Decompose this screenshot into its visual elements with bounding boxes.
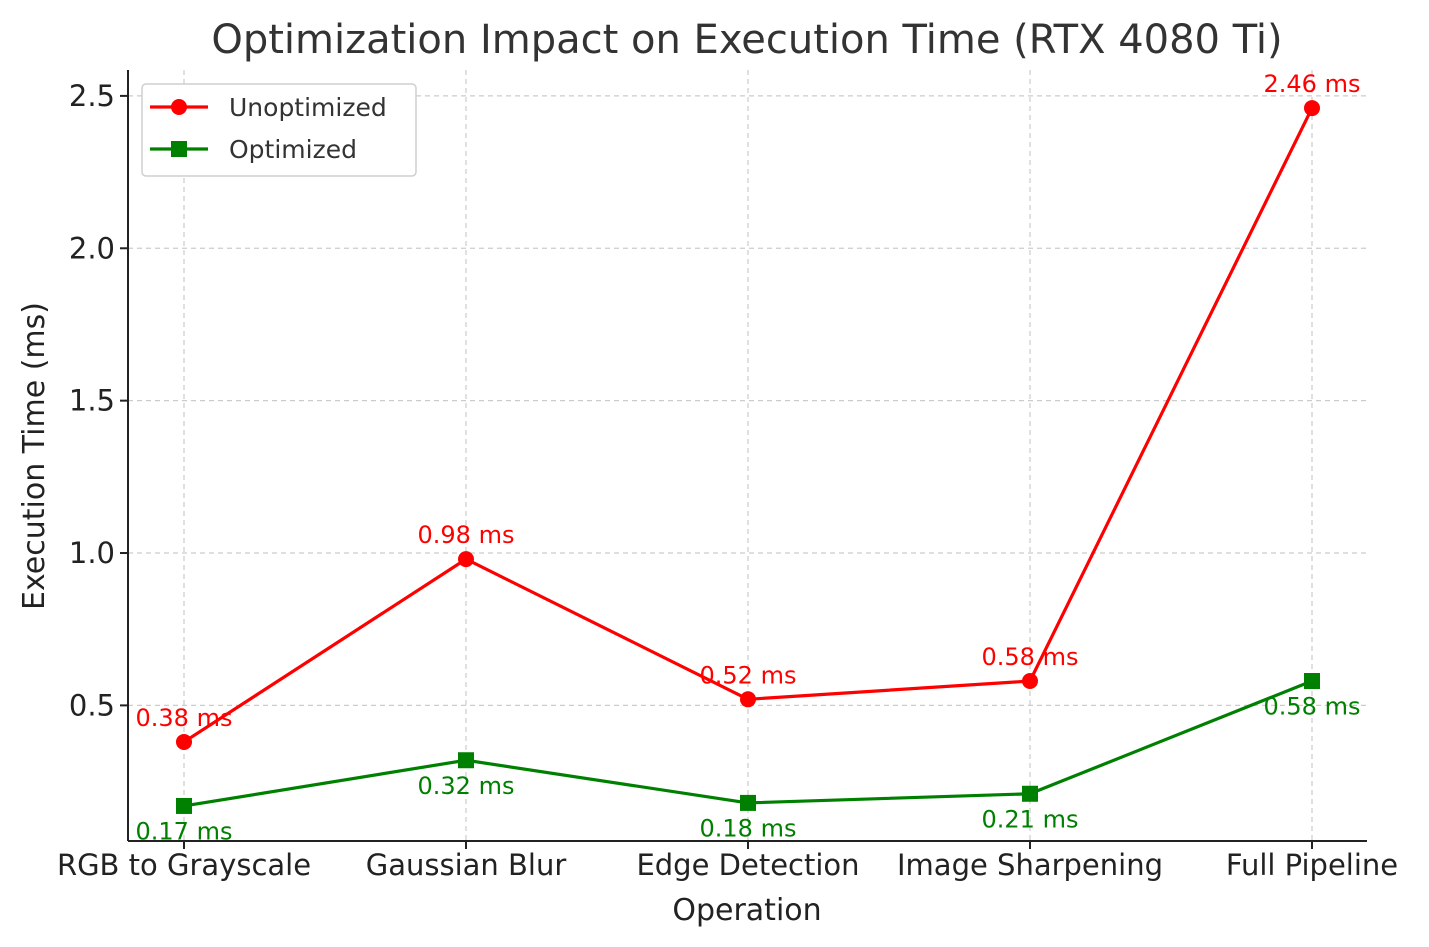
x-tick-label-3: Image Sharpening xyxy=(897,848,1163,882)
series-1-data-label-0: 0.17 ms xyxy=(136,818,233,846)
legend: Unoptimized Optimized xyxy=(141,83,417,177)
series-0-point-1 xyxy=(458,551,474,568)
x-axis-label: Operation xyxy=(672,893,821,928)
legend-label-unoptimized: Unoptimized xyxy=(229,93,387,122)
series-0-point-0 xyxy=(176,733,192,750)
data-labels: 0.38 ms 0.98 ms 0.52 ms 0.58 ms 2.46 ms 0.17 … xyxy=(136,70,1361,845)
series-0-data-label-1: 0.98 ms xyxy=(418,521,515,549)
legend-label-optimized: Optimized xyxy=(229,135,357,164)
x-tick-label-0: RGB to Grayscale xyxy=(57,848,311,882)
x-tick-label-2: Edge Detection xyxy=(636,848,859,882)
series-1-point-1 xyxy=(458,752,474,769)
grid xyxy=(128,70,1367,841)
series-1-data-label-3: 0.21 ms xyxy=(982,805,1079,833)
y-tick-label-3: 2.0 xyxy=(69,231,115,265)
series-1-data-label-1: 0.32 ms xyxy=(418,772,515,800)
series-0-data-label-4: 2.46 ms xyxy=(1264,70,1361,98)
series-0-point-3 xyxy=(1022,673,1038,690)
series xyxy=(176,100,1320,814)
series-1-data-label-4: 0.58 ms xyxy=(1264,693,1361,721)
chart-title: Optimization Impact on Execution Time (R… xyxy=(211,17,1282,63)
series-1-point-2 xyxy=(740,794,756,811)
y-tick-label-0: 0.5 xyxy=(69,688,115,722)
legend-marker-optimized xyxy=(171,141,187,157)
series-0-data-label-2: 0.52 ms xyxy=(700,661,797,689)
series-0-data-label-0: 0.38 ms xyxy=(136,704,233,732)
series-1-point-0 xyxy=(176,797,192,814)
series-1-data-label-2: 0.18 ms xyxy=(700,815,797,843)
x-ticks: RGB to Grayscale Gaussian Blur Edge Detect… xyxy=(57,841,1398,882)
series-1-point-3 xyxy=(1022,785,1038,802)
series-1-point-4 xyxy=(1304,673,1320,690)
y-axis-label: Execution Time (ms) xyxy=(17,302,52,610)
y-tick-label-2: 1.5 xyxy=(69,384,115,418)
series-0-point-2 xyxy=(740,691,756,708)
y-ticks: 0.5 1.0 1.5 2.0 2.5 xyxy=(69,79,128,722)
y-tick-label-1: 1.0 xyxy=(69,536,115,570)
y-tick-label-4: 2.5 xyxy=(69,79,115,113)
legend-box xyxy=(141,83,417,177)
x-tick-label-4: Full Pipeline xyxy=(1226,848,1398,882)
x-tick-label-1: Gaussian Blur xyxy=(366,848,567,882)
series-0-data-label-3: 0.58 ms xyxy=(982,643,1079,671)
legend-marker-unoptimized xyxy=(171,99,187,115)
series-0-point-4 xyxy=(1304,100,1320,117)
